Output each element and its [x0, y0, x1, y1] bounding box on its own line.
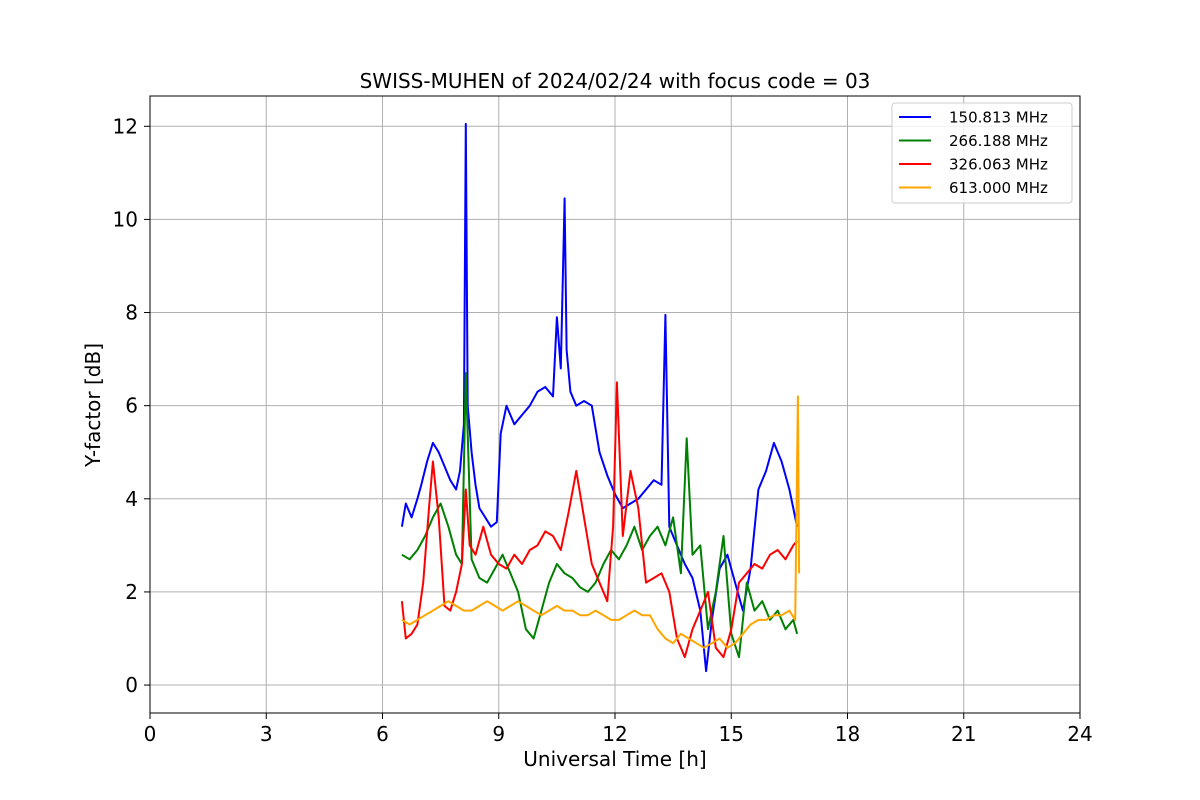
- x-axis-label: Universal Time [h]: [523, 747, 706, 771]
- y-tick-label: 0: [125, 673, 138, 697]
- legend: 150.813 MHz 266.188 MHz 326.063 MHz 613.000…: [891, 102, 1073, 204]
- x-tick-label: 15: [719, 722, 744, 746]
- y-tick-label: 10: [113, 207, 138, 231]
- legend-label-1: 150.813 MHz: [949, 109, 1048, 127]
- x-tick-label: 3: [260, 722, 273, 746]
- x-tick-label: 0: [144, 722, 157, 746]
- x-tick-label: 12: [602, 722, 627, 746]
- y-tick-label: 8: [125, 301, 138, 325]
- series-line-3: [400, 381, 798, 659]
- y-tick-label: 6: [125, 394, 138, 418]
- x-tick-label: 21: [951, 722, 976, 746]
- x-tick-label: 18: [835, 722, 860, 746]
- series-line-2: [401, 372, 799, 659]
- legend-label-4: 613.000 MHz: [949, 179, 1048, 197]
- y-tick-label: 12: [113, 114, 138, 138]
- y-tick-label: 2: [125, 580, 138, 604]
- x-tick-label: 24: [1067, 722, 1092, 746]
- legend-box: [891, 102, 1073, 204]
- y-axis-label: Y-factor [dB]: [81, 343, 105, 468]
- chart-title: SWISS-MUHEN of 2024/02/24 with focus cod…: [360, 69, 871, 93]
- legend-label-2: 266.188 MHz: [949, 132, 1048, 150]
- x-tick-label: 9: [492, 722, 505, 746]
- series-layer: [400, 122, 801, 673]
- series-line-4: [401, 395, 801, 649]
- x-tick-label: 6: [376, 722, 389, 746]
- y-tick-label: 4: [125, 487, 138, 511]
- legend-label-3: 326.063 MHz: [949, 156, 1048, 174]
